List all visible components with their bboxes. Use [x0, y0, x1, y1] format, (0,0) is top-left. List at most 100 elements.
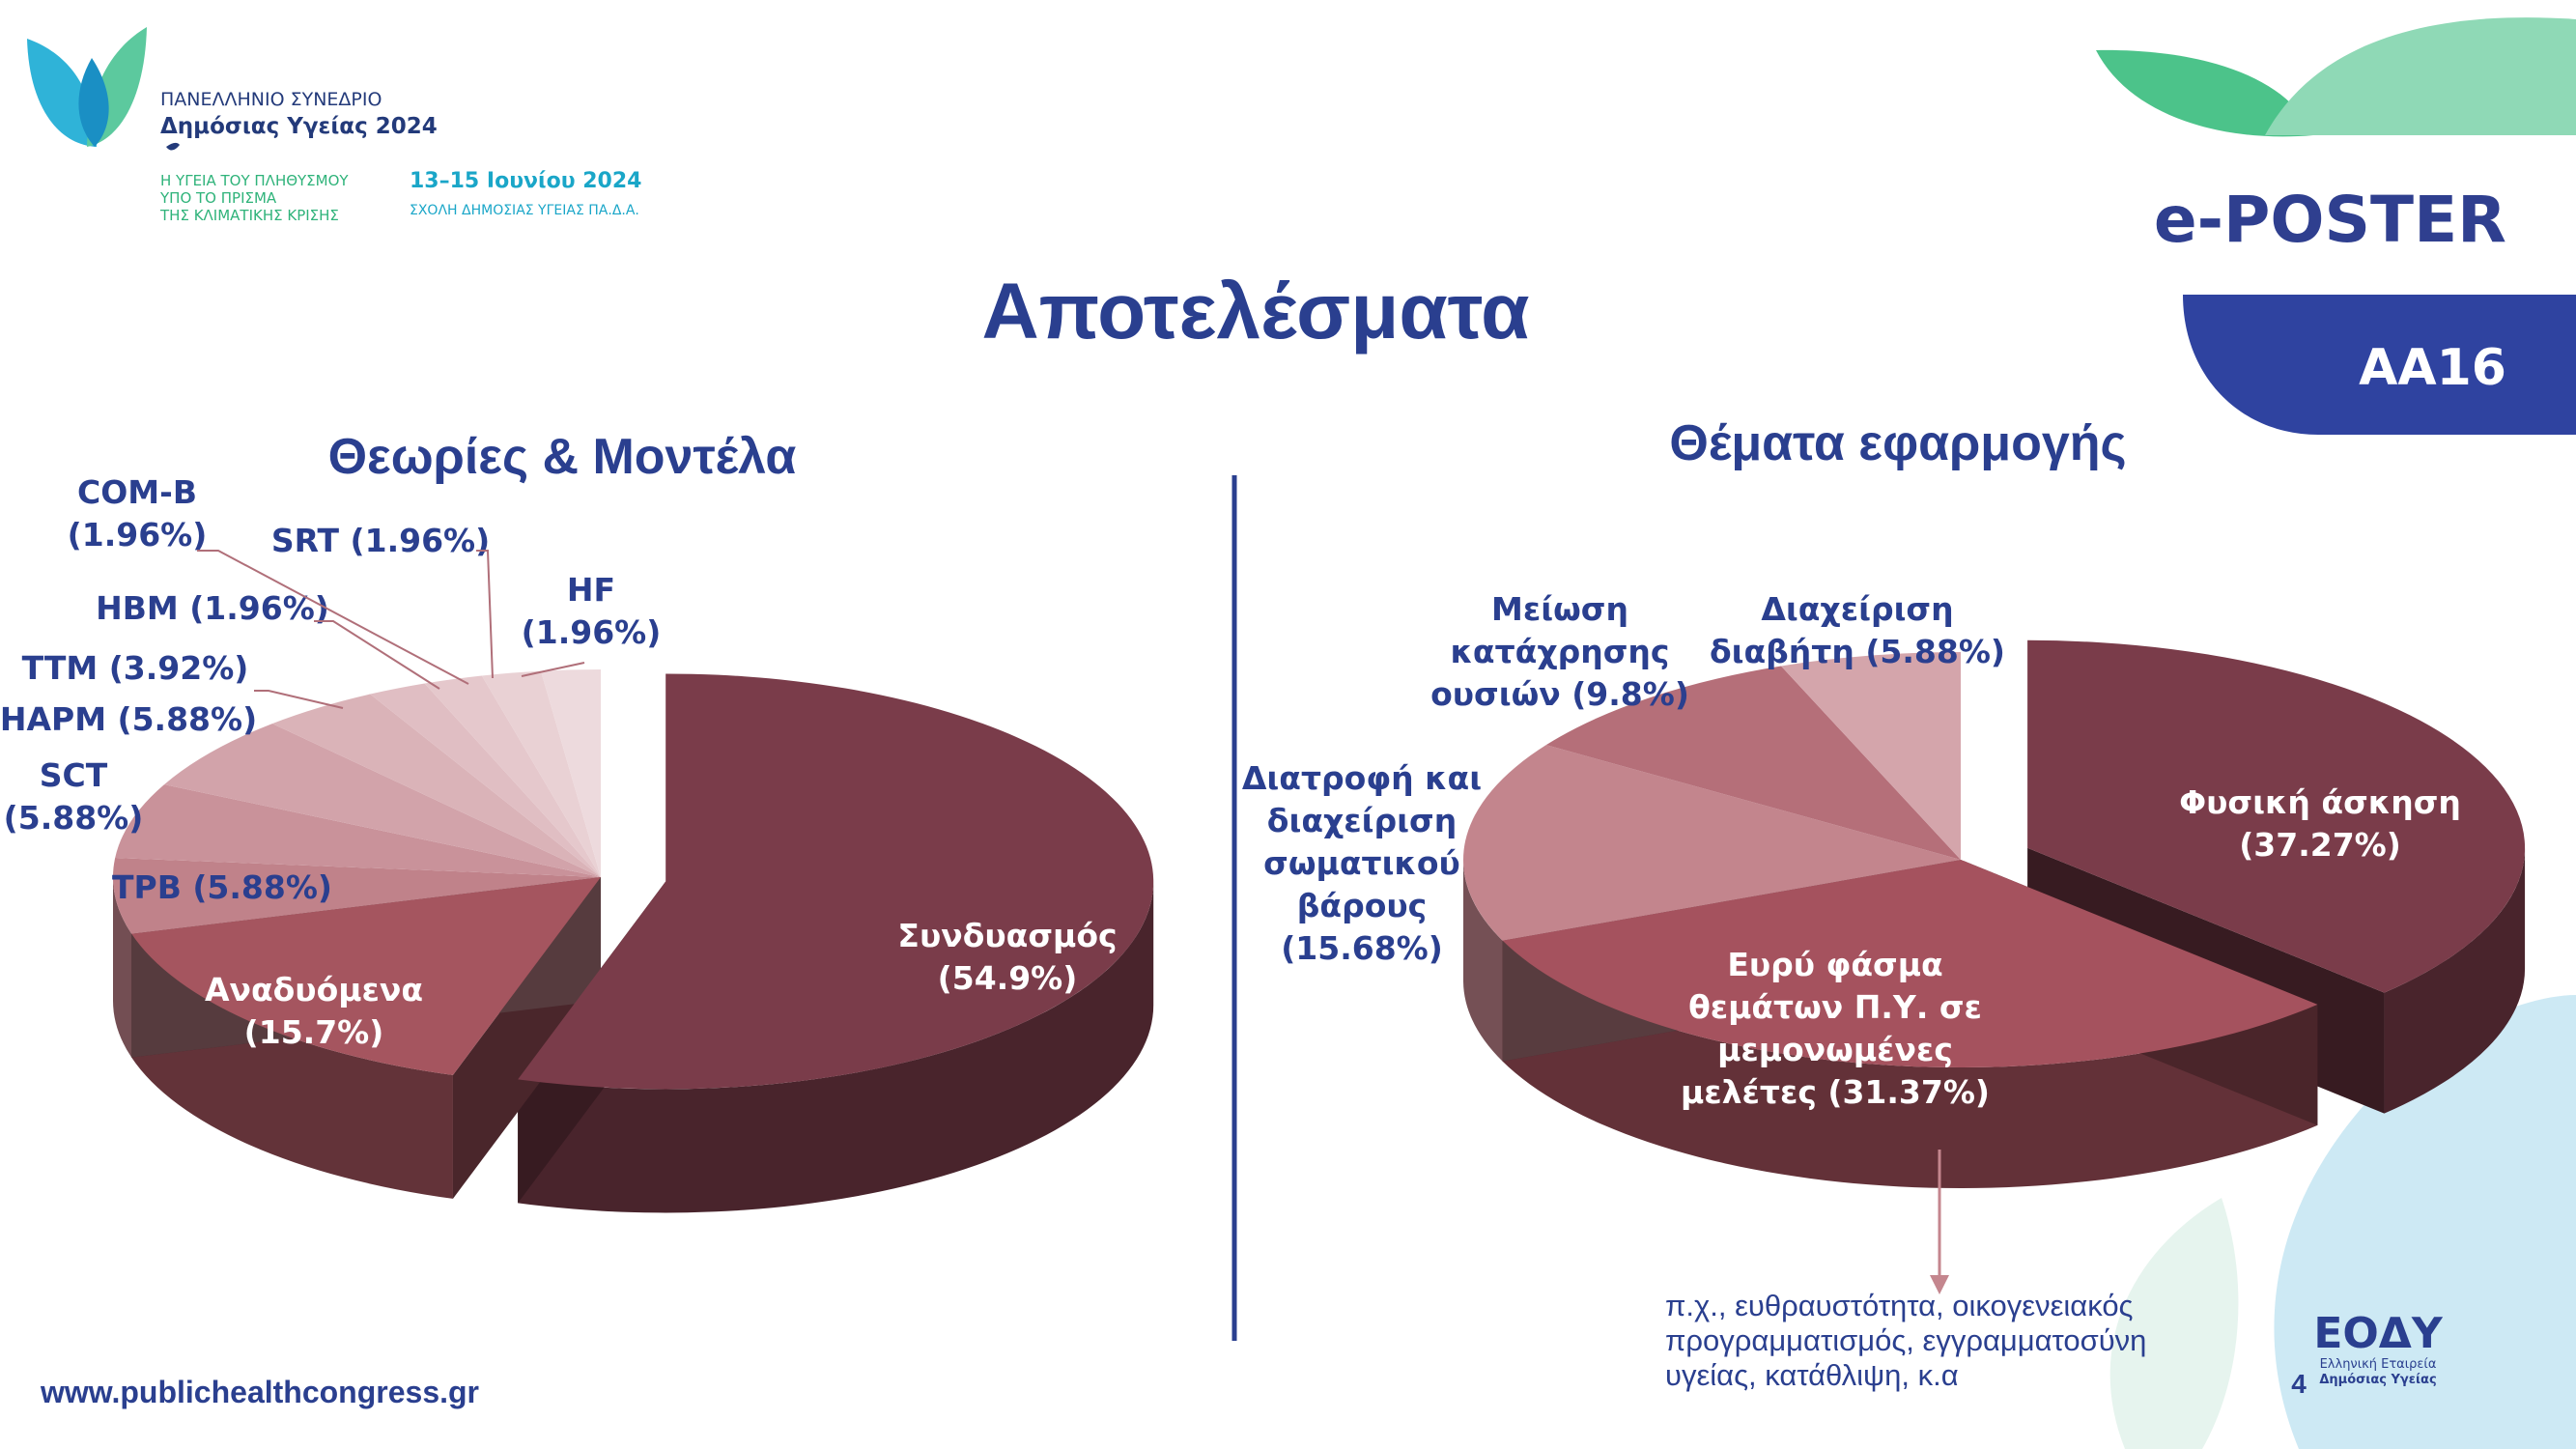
pie-slice-tpb — [113, 858, 601, 934]
pie-wall-tpb — [113, 877, 132, 1058]
pie-slice-ευρύ-φάσμα-θεμάτων-π-υ-σε-μεμονωμένες-μελέτες — [1502, 860, 2318, 1067]
label-line: SCT — [40, 756, 108, 794]
theories-pie-chart: Συνδυασμός (54.9%) Αναδυόμενα (15.7%) TPB (5… — [0, 473, 1154, 1213]
label-line: Αναδυόμενα — [205, 971, 423, 1009]
label-line: (15.68%) — [1281, 929, 1443, 967]
theme-line1: Η ΥΓΕΙΑ ΤΟΥ ΠΛΗΘΥΣΜΟΥ — [160, 172, 349, 189]
pie-slice-διατροφή-και-διαχείριση-σωματικού-βάρους — [1463, 745, 1961, 941]
label-ευρύ-φάσμα-θεμάτων-π-υ-σε-μεμονωμένες-μελέτες: Ευρύ φάσμα θεμάτων Π.Υ. σε μεμονωμένες μελέ… — [1681, 946, 1990, 1111]
pie-wall-συνδυασμός — [518, 881, 1154, 1213]
label-com-b: COM-B (1.96%) — [68, 473, 208, 554]
pie-wall-ευρύ-φάσμα-θεμάτων-π-υ-σε-μεμονωμένες-μελέτες — [1502, 940, 2318, 1188]
pie-slice-srt — [481, 670, 601, 877]
pie-slice-μείωση-κατάχρησης-ουσιών — [1545, 666, 1961, 860]
decorative-shapes-bottom-right — [2109, 995, 2576, 1449]
pie-slice-ttm — [271, 694, 601, 877]
label-line: (37.27%) — [2239, 826, 2401, 864]
note-line1: π.χ., ευθραυστότητα, οικογενειακός — [1665, 1289, 2134, 1322]
topics-pie-chart: Φυσική άσκηση (37.27%) Ευρύ φάσμα θεμάτων Π… — [1242, 590, 2526, 1188]
pie-slice-αναδυόμενα — [131, 877, 601, 1075]
label-line: διαχείριση — [1267, 802, 1457, 839]
congress-logo: ΠΑΝΕΛΛΗΝΙΟ ΣΥΝΕΔΡΙΟ Δημόσιας Υγείας 2024… — [27, 27, 641, 224]
chart2-title: Θέματα εφαρμογής — [1669, 415, 2126, 471]
eody-logo: ΕΟΔΥ Ελληνική Εταιρεία Δημόσιας Υγείας — [2313, 1309, 2444, 1387]
label-line: μεμονωμένες — [1717, 1031, 1953, 1068]
pie-labels: Συνδυασμός (54.9%) Αναδυόμενα (15.7%) TPB (5… — [0, 473, 1118, 1051]
pie-slice-hapm — [164, 724, 601, 877]
label-line: Διαχείριση — [1761, 590, 1953, 628]
label-line: (1.96%) — [522, 613, 662, 651]
decorative-leaves-top-right — [2096, 17, 2576, 137]
chart1-leader-lines — [197, 550, 585, 709]
note-line3: υγείας, κατάθλιψη, κ.α — [1665, 1358, 1959, 1392]
pie-slice-συνδυασμός — [518, 673, 1154, 1090]
label-αναδυόμενα: Αναδυόμενα (15.7%) — [205, 971, 423, 1051]
label-line: μελέτες (31.37%) — [1681, 1073, 1990, 1111]
label-line: σωματικού — [1263, 844, 1460, 882]
label-line: Μείωση — [1491, 590, 1628, 628]
theme-line3: ΤΗΣ ΚΛΙΜΑΤΙΚΗΣ ΚΡΙΣΗΣ — [159, 207, 339, 224]
label-line: κατάχρησης — [1450, 633, 1669, 670]
note-line2: προγραμματισμός, εγγραμματοσύνη — [1665, 1323, 2146, 1357]
pie-slices — [113, 669, 1154, 1090]
eposter-label: e-POSTER — [2154, 183, 2506, 257]
eody-logo-sub2: Δημόσιας Υγείας — [2319, 1373, 2436, 1387]
leaf-logo-icon — [27, 27, 147, 147]
pie-slice-φυσική-άσκηση — [2027, 639, 2526, 993]
label-hbm: HBM (1.96%) — [96, 589, 329, 627]
label-line: Φυσική άσκηση — [2179, 783, 2461, 821]
page-number: 4 — [2291, 1369, 2307, 1399]
label-μείωση-κατάχρησης-ουσιών: Μείωση κατάχρησης ουσιών (9.8%) — [1430, 590, 1689, 713]
label-hf: HF (1.96%) — [522, 571, 662, 651]
pie-wall-φυσική-άσκηση — [2384, 847, 2526, 1114]
theme-line2: ΥΠΟ ΤΟ ΠΡΙΣΜΑ — [159, 189, 277, 207]
label-line: (5.88%) — [4, 799, 144, 837]
chart1-title: Θεωρίες & Μοντέλα — [328, 429, 797, 485]
pie-wall-αναδυόμενα — [131, 933, 453, 1199]
label-line: COM-B — [77, 473, 197, 511]
poster-code: AA16 — [2359, 339, 2506, 397]
venue-text: ΣΧΟΛΗ ΔΗΜΟΣΙΑΣ ΥΓΕΙΑΣ ΠΑ.Δ.Α. — [410, 203, 639, 218]
website-link[interactable]: www.publichealthcongress.gr — [40, 1375, 479, 1409]
code-banner — [2183, 295, 2576, 435]
label-line: HAPM (5.88%) — [0, 700, 257, 738]
label-line: θεμάτων Π.Υ. σε — [1688, 988, 1982, 1026]
pie-slices — [1463, 639, 2526, 1067]
label-line: HF — [567, 571, 615, 609]
label-line: (54.9%) — [938, 959, 1078, 997]
pie-slice-com-b — [424, 675, 601, 877]
label-line: (1.96%) — [68, 516, 208, 554]
pie-slice-hf — [540, 669, 601, 877]
label-line: (15.7%) — [244, 1013, 384, 1051]
label-συνδυασμός: Συνδυασμός (54.9%) — [897, 917, 1117, 997]
label-line: Διατροφή και — [1242, 759, 1482, 797]
label-line: TTM (3.92%) — [22, 649, 249, 687]
pie-slice-sct — [115, 784, 601, 877]
pie-wall-διατροφή-και-διαχείριση-σωματικού-βάρους — [1463, 860, 1503, 1062]
label-srt: SRT (1.96%) — [271, 522, 490, 559]
congress-line2: Δημόσιας Υγείας 2024 — [160, 114, 438, 139]
eody-logo-sub1: Ελληνική Εταιρεία — [2320, 1357, 2437, 1372]
label-διαχείριση-διαβήτη: Διαχείριση διαβήτη (5.88%) — [1710, 590, 2005, 670]
label-line: HBM (1.96%) — [96, 589, 329, 627]
pie-labels: Φυσική άσκηση (37.27%) Ευρύ φάσμα θεμάτων Π… — [1242, 590, 2461, 1111]
label-line: Συνδυασμός — [897, 917, 1117, 954]
label-φυσική-άσκηση: Φυσική άσκηση (37.27%) — [2179, 783, 2461, 864]
label-line: διαβήτη (5.88%) — [1710, 633, 2005, 670]
label-διατροφή-και-διαχείριση-σωματικού-βάρους: Διατροφή και διαχείριση σωματικού βάρους (15… — [1242, 759, 1482, 967]
label-line: ουσιών (9.8%) — [1430, 675, 1689, 713]
leaf-mark-icon — [166, 142, 180, 151]
note-arrow — [1930, 1150, 1949, 1294]
pie-slice-διαχείριση-διαβήτη — [1781, 652, 1961, 860]
label-line: Ευρύ φάσμα — [1727, 946, 1942, 983]
label-sct: SCT (5.88%) — [4, 756, 144, 837]
congress-line1: ΠΑΝΕΛΛΗΝΙΟ ΣΥΝΕΔΡΙΟ — [160, 89, 382, 110]
dates-text: 13–15 Ιουνίου 2024 — [410, 169, 641, 193]
label-ttm: TTM (3.92%) — [22, 649, 249, 687]
label-tpb: TPB (5.88%) — [112, 868, 332, 906]
pie-slice-hbm — [370, 683, 601, 877]
label-line: TPB (5.88%) — [112, 868, 332, 906]
page-title: Αποτελέσματα — [981, 268, 1529, 355]
eody-logo-text: ΕΟΔΥ — [2313, 1309, 2444, 1358]
